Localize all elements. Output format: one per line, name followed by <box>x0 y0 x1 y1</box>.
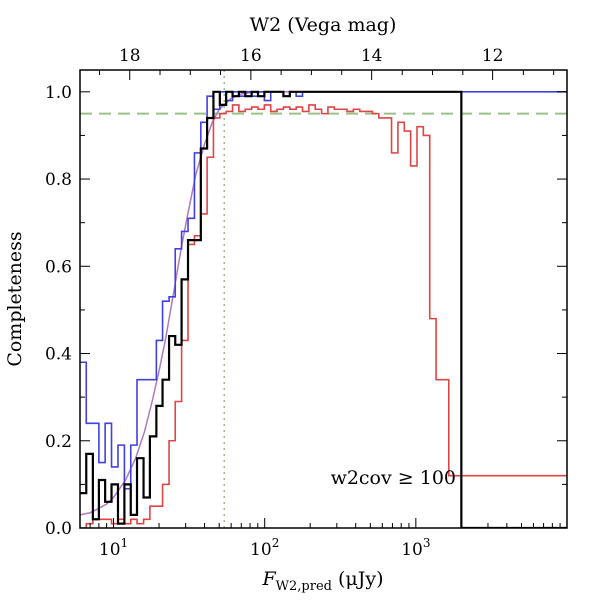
x-tick-exponent: 1 <box>121 536 129 550</box>
series-line-purple <box>80 91 567 516</box>
y-tick-label: 0.4 <box>45 345 72 365</box>
top-tick-label: 12 <box>482 46 504 66</box>
x-tick-label: 101 <box>99 536 128 560</box>
series-line-blue <box>80 91 567 490</box>
x-axis-title-subscript: W2,pred <box>276 579 332 594</box>
y-tick-label: 1.0 <box>45 83 72 103</box>
plot-frame <box>79 69 568 529</box>
series-line-black <box>80 90 567 528</box>
x-axis-title: FW2,pred (μJy) <box>261 568 383 594</box>
x-axis-title-symbol: F <box>261 568 276 590</box>
reference-lines <box>80 70 567 528</box>
x-tick-base: 10 <box>99 540 121 560</box>
y-tick-label: 0.0 <box>45 519 72 539</box>
y-tick-label: 0.8 <box>45 170 72 190</box>
x-tick-label: 102 <box>250 536 279 560</box>
x-axis-title-units: (μJy) <box>332 568 384 590</box>
y-tick-label: 0.6 <box>45 257 72 277</box>
top-axis-title: W2 (Vega mag) <box>250 14 397 36</box>
top-tick-label: 16 <box>240 46 262 66</box>
x-tick-base: 10 <box>250 540 272 560</box>
x-tick-exponent: 3 <box>423 536 431 550</box>
x-tick-label: 103 <box>401 536 430 560</box>
series-line-red <box>80 104 567 528</box>
x-tick-exponent: 2 <box>272 536 280 550</box>
top-tick-label: 18 <box>119 46 141 66</box>
y-tick-label: 0.2 <box>45 432 72 452</box>
series-group <box>80 90 567 528</box>
top-tick-label: 14 <box>361 46 383 66</box>
annotation-label: w2cov ≥ 100 <box>331 467 456 489</box>
y-axis-title: Completeness <box>4 231 26 366</box>
x-tick-base: 10 <box>401 540 423 560</box>
